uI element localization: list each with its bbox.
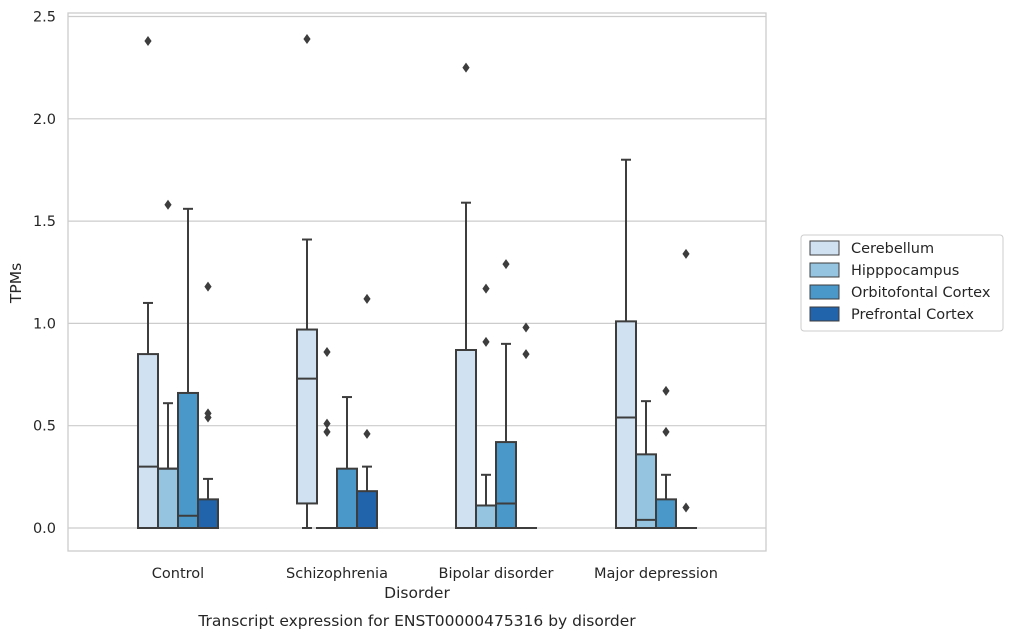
box-group [475,283,497,529]
box-body [177,391,199,529]
outlier-point [303,34,311,45]
y-tick-label: 0.5 [33,419,56,435]
outlier-point [522,349,530,360]
box-group [635,400,657,529]
legend-label: Prefrontal Cortex [851,307,974,323]
y-tick-labels: 0.0 0.5 1.0 1.5 2.0 2.5 [33,10,56,538]
box-body [197,498,219,529]
x-tick-labels: Control Schizophrenia Bipolar disorder Majo… [152,566,718,582]
grid-lines [68,15,766,529]
outlier-point [482,283,490,294]
box-group [336,396,358,529]
y-tick-label: 1.0 [33,316,56,332]
legend-label: Cerebellum [851,241,934,257]
box-group [177,207,199,529]
box-body [475,504,497,529]
y-tick-label: 2.0 [33,112,56,128]
outlier-point [482,336,490,347]
box-body [157,467,179,529]
y-tick-label: 2.5 [33,10,56,26]
x-axis-title: Disorder [384,584,450,602]
x-tick-label: Bipolar disorder [439,566,554,582]
legend-swatch [809,240,840,256]
legend: Cerebellum Hipppocampus Orbitofontal Corte… [800,234,1004,332]
box-body [296,328,318,505]
y-tick-label: 1.5 [33,214,56,230]
x-tick-label: Control [152,566,204,582]
box-body [635,453,657,529]
outlier-point [204,412,212,423]
outlier-point [363,428,371,439]
legend-frame [800,234,1004,332]
box-body [495,441,517,529]
outlier-point [682,248,690,259]
box-group [655,385,677,529]
outlier-point [662,426,670,437]
box-group [197,281,219,529]
outlier-point [682,502,690,513]
legend-swatch [809,284,840,300]
outlier-point [522,322,530,333]
box-group [675,248,697,530]
outlier-point [323,347,331,358]
x-tick-label: Major depression [594,566,718,582]
legend-label: Orbitofontal Cortex [851,285,991,301]
outlier-point [323,426,331,437]
box-body [615,320,637,529]
plot-frame [67,12,767,552]
box-group [157,199,179,529]
box-body [655,498,677,529]
x-tick-label: Schizophrenia [286,566,388,582]
outlier-point [323,418,331,429]
legend-swatch [809,262,840,278]
box-body [356,490,378,529]
box-group [137,36,159,529]
box-body [336,467,358,529]
outlier-point [144,36,152,47]
box-body [137,353,159,529]
legend-label: Hipppocampus [851,263,959,279]
box-group [615,158,637,529]
box-group [455,62,477,529]
box-group [515,322,537,530]
outlier-point [363,293,371,304]
box-group [495,259,517,529]
box-group [316,347,338,530]
box-group [296,34,318,529]
outlier-point [164,199,172,210]
outlier-point [662,385,670,396]
y-tick-label: 0.0 [33,521,56,537]
box-plot-marks [137,34,697,530]
box-group [356,293,378,529]
outlier-point [204,281,212,292]
y-axis-title: TPMs [7,263,25,304]
box-body [455,348,477,529]
figure-caption: Transcript expression for ENST0000047531… [197,612,636,630]
outlier-point [502,259,510,270]
legend-swatch [809,306,840,322]
outlier-point [462,62,470,73]
